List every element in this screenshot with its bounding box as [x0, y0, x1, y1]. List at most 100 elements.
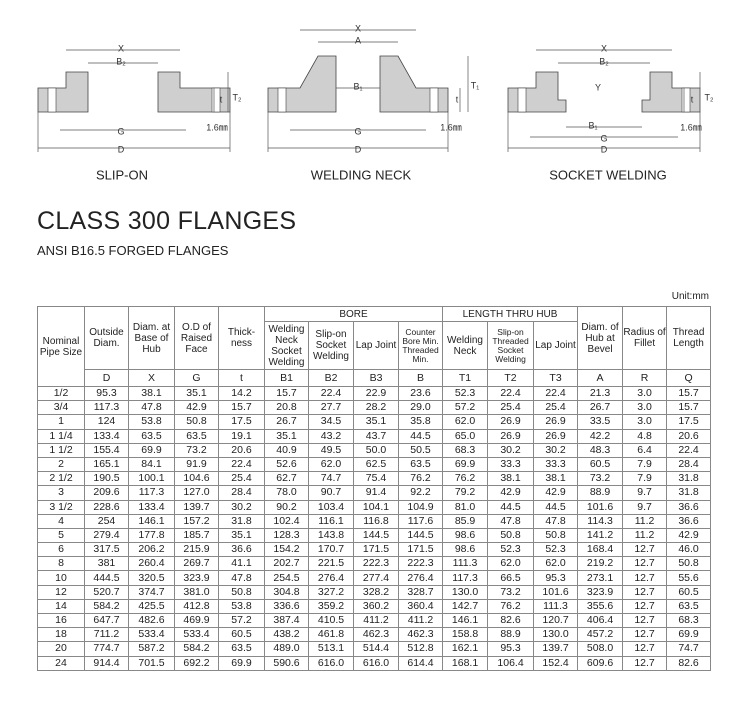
data-cell: 69.9: [442, 456, 489, 473]
data-cell: 116.8: [353, 513, 399, 529]
data-cell: 44.5: [397, 428, 444, 444]
data-cell: 34.5: [308, 414, 354, 430]
data-cell: 98.6: [442, 527, 489, 544]
data-cell: 1/2: [37, 385, 85, 402]
unit-note: Unit:mm: [671, 291, 709, 302]
data-cell: 374.7: [128, 584, 175, 600]
data-cell: 46.0: [666, 542, 712, 558]
data-cell: 98.6: [442, 542, 489, 558]
data-cell: 47.8: [128, 400, 175, 416]
data-cell: 144.5: [397, 527, 444, 544]
column-header: Diam. of Hub at Bevel: [577, 306, 624, 370]
data-cell: 17.5: [218, 414, 265, 430]
data-cell: 78.0: [264, 485, 309, 501]
data-cell: 55.6: [666, 570, 712, 586]
data-cell: 50.8: [174, 414, 219, 430]
data-cell: 411.2: [397, 612, 444, 629]
data-cell: 185.7: [174, 527, 219, 544]
dim-label: 1.6㎜: [206, 122, 228, 132]
dim-label: B₂: [599, 56, 609, 66]
data-cell: 69.9: [666, 627, 712, 643]
data-cell: 143.8: [308, 527, 354, 544]
data-cell: 76.2: [397, 471, 444, 487]
data-cell: 17.5: [666, 414, 712, 430]
data-cell: 142.7: [442, 598, 489, 615]
data-cell: 269.7: [174, 556, 219, 572]
dim-label: D: [601, 144, 608, 154]
data-row: 1 124 53.8 50.8 17.5 26.7 34.5 35.1 35.8 62.0 26.9…: [37, 414, 712, 430]
data-cell: 62.5: [353, 456, 399, 473]
data-cell: 73.2: [577, 471, 624, 487]
data-cell: 1: [37, 414, 85, 430]
data-cell: 26.9: [533, 428, 579, 444]
data-cell: 92.2: [397, 485, 444, 501]
data-cell: 18: [37, 627, 85, 643]
data-cell: 63.5: [397, 456, 444, 473]
header-row: Welding Neck Socket Welding Slip-on Socke…: [38, 321, 711, 370]
data-cell: 12.7: [622, 641, 668, 657]
data-cell: 90.2: [264, 499, 309, 515]
data-row: 16 647.7 482.6 469.9 57.2 387.4 410.5 411.2 411.…: [37, 612, 712, 629]
data-cell: 590.6: [264, 655, 309, 671]
data-cell: 44.5: [487, 499, 535, 515]
data-cell: 1 1/2: [37, 442, 85, 458]
data-cell: 219.2: [577, 556, 624, 572]
data-cell: 320.5: [128, 570, 175, 586]
column-header: Counter Bore Min. Threaded Min.: [397, 321, 444, 370]
data-cell: 158.8: [442, 627, 489, 643]
data-cell: 82.6: [487, 612, 535, 629]
data-cell: 6.4: [622, 442, 668, 458]
data-cell: 117.3: [128, 485, 175, 501]
data-cell: 155.4: [84, 442, 129, 458]
data-cell: 100.1: [128, 471, 175, 487]
data-cell: 15.7: [264, 385, 309, 402]
data-cell: 359.2: [308, 598, 354, 615]
column-header: Thick-ness: [218, 306, 265, 370]
data-cell: 3 1/2: [37, 499, 85, 515]
data-cell: 323.9: [174, 570, 219, 586]
data-cell: 22.4: [308, 385, 354, 402]
data-cell: 88.9: [487, 627, 535, 643]
data-cell: 514.4: [353, 641, 399, 657]
column-header: Outside Diam.: [84, 306, 129, 370]
data-cell: 63.5: [128, 428, 175, 444]
data-cell: 66.5: [487, 570, 535, 586]
data-cell: 3.0: [622, 414, 668, 430]
data-cell: 12.7: [622, 556, 668, 572]
data-cell: 323.9: [577, 584, 624, 600]
data-cell: 47.8: [487, 513, 535, 529]
data-cell: 20.8: [264, 400, 309, 416]
data-cell: 25.4: [218, 471, 265, 487]
data-cell: 411.2: [353, 612, 399, 629]
data-cell: 52.3: [487, 542, 535, 558]
data-cell: 12.7: [622, 612, 668, 629]
column-header: Welding Neck: [442, 321, 489, 370]
data-cell: 360.4: [397, 598, 444, 615]
data-cell: 254: [84, 513, 129, 529]
data-cell: 111.3: [442, 556, 489, 572]
data-cell: 52.3: [442, 385, 489, 402]
data-cell: 533.4: [174, 627, 219, 643]
data-cell: 62.0: [487, 556, 535, 572]
data-row: 1 1/2 155.4 69.9 73.2 20.6 40.9 49.5 50.0 50.5 68…: [37, 442, 712, 458]
dim-label: T₂: [705, 92, 714, 102]
data-cell: 49.5: [308, 442, 354, 458]
data-cell: 127.0: [174, 485, 219, 501]
data-cell: 74.7: [308, 471, 354, 487]
data-row: 20 774.7 587.2 584.2 63.5 489.0 513.1 514.4 512.…: [37, 641, 712, 657]
data-cell: 168.4: [577, 542, 624, 558]
data-cell: 104.1: [353, 499, 399, 515]
data-cell: 76.2: [442, 471, 489, 487]
dim-label: X: [118, 43, 124, 53]
data-cell: 114.3: [577, 513, 624, 529]
data-row: 3 209.6 117.3 127.0 28.4 78.0 90.7 91.4 92.2 79.2…: [37, 485, 712, 501]
data-cell: 85.9: [442, 513, 489, 529]
data-cell: 50.8: [533, 527, 579, 544]
data-cell: 29.0: [397, 400, 444, 416]
dim-label: Y: [595, 82, 601, 92]
data-cell: 165.1: [84, 456, 129, 473]
dim-label: T₂: [233, 92, 242, 102]
data-cell: 482.6: [128, 612, 175, 629]
data-cell: 52.6: [264, 456, 309, 473]
dim-label: D: [118, 144, 125, 154]
